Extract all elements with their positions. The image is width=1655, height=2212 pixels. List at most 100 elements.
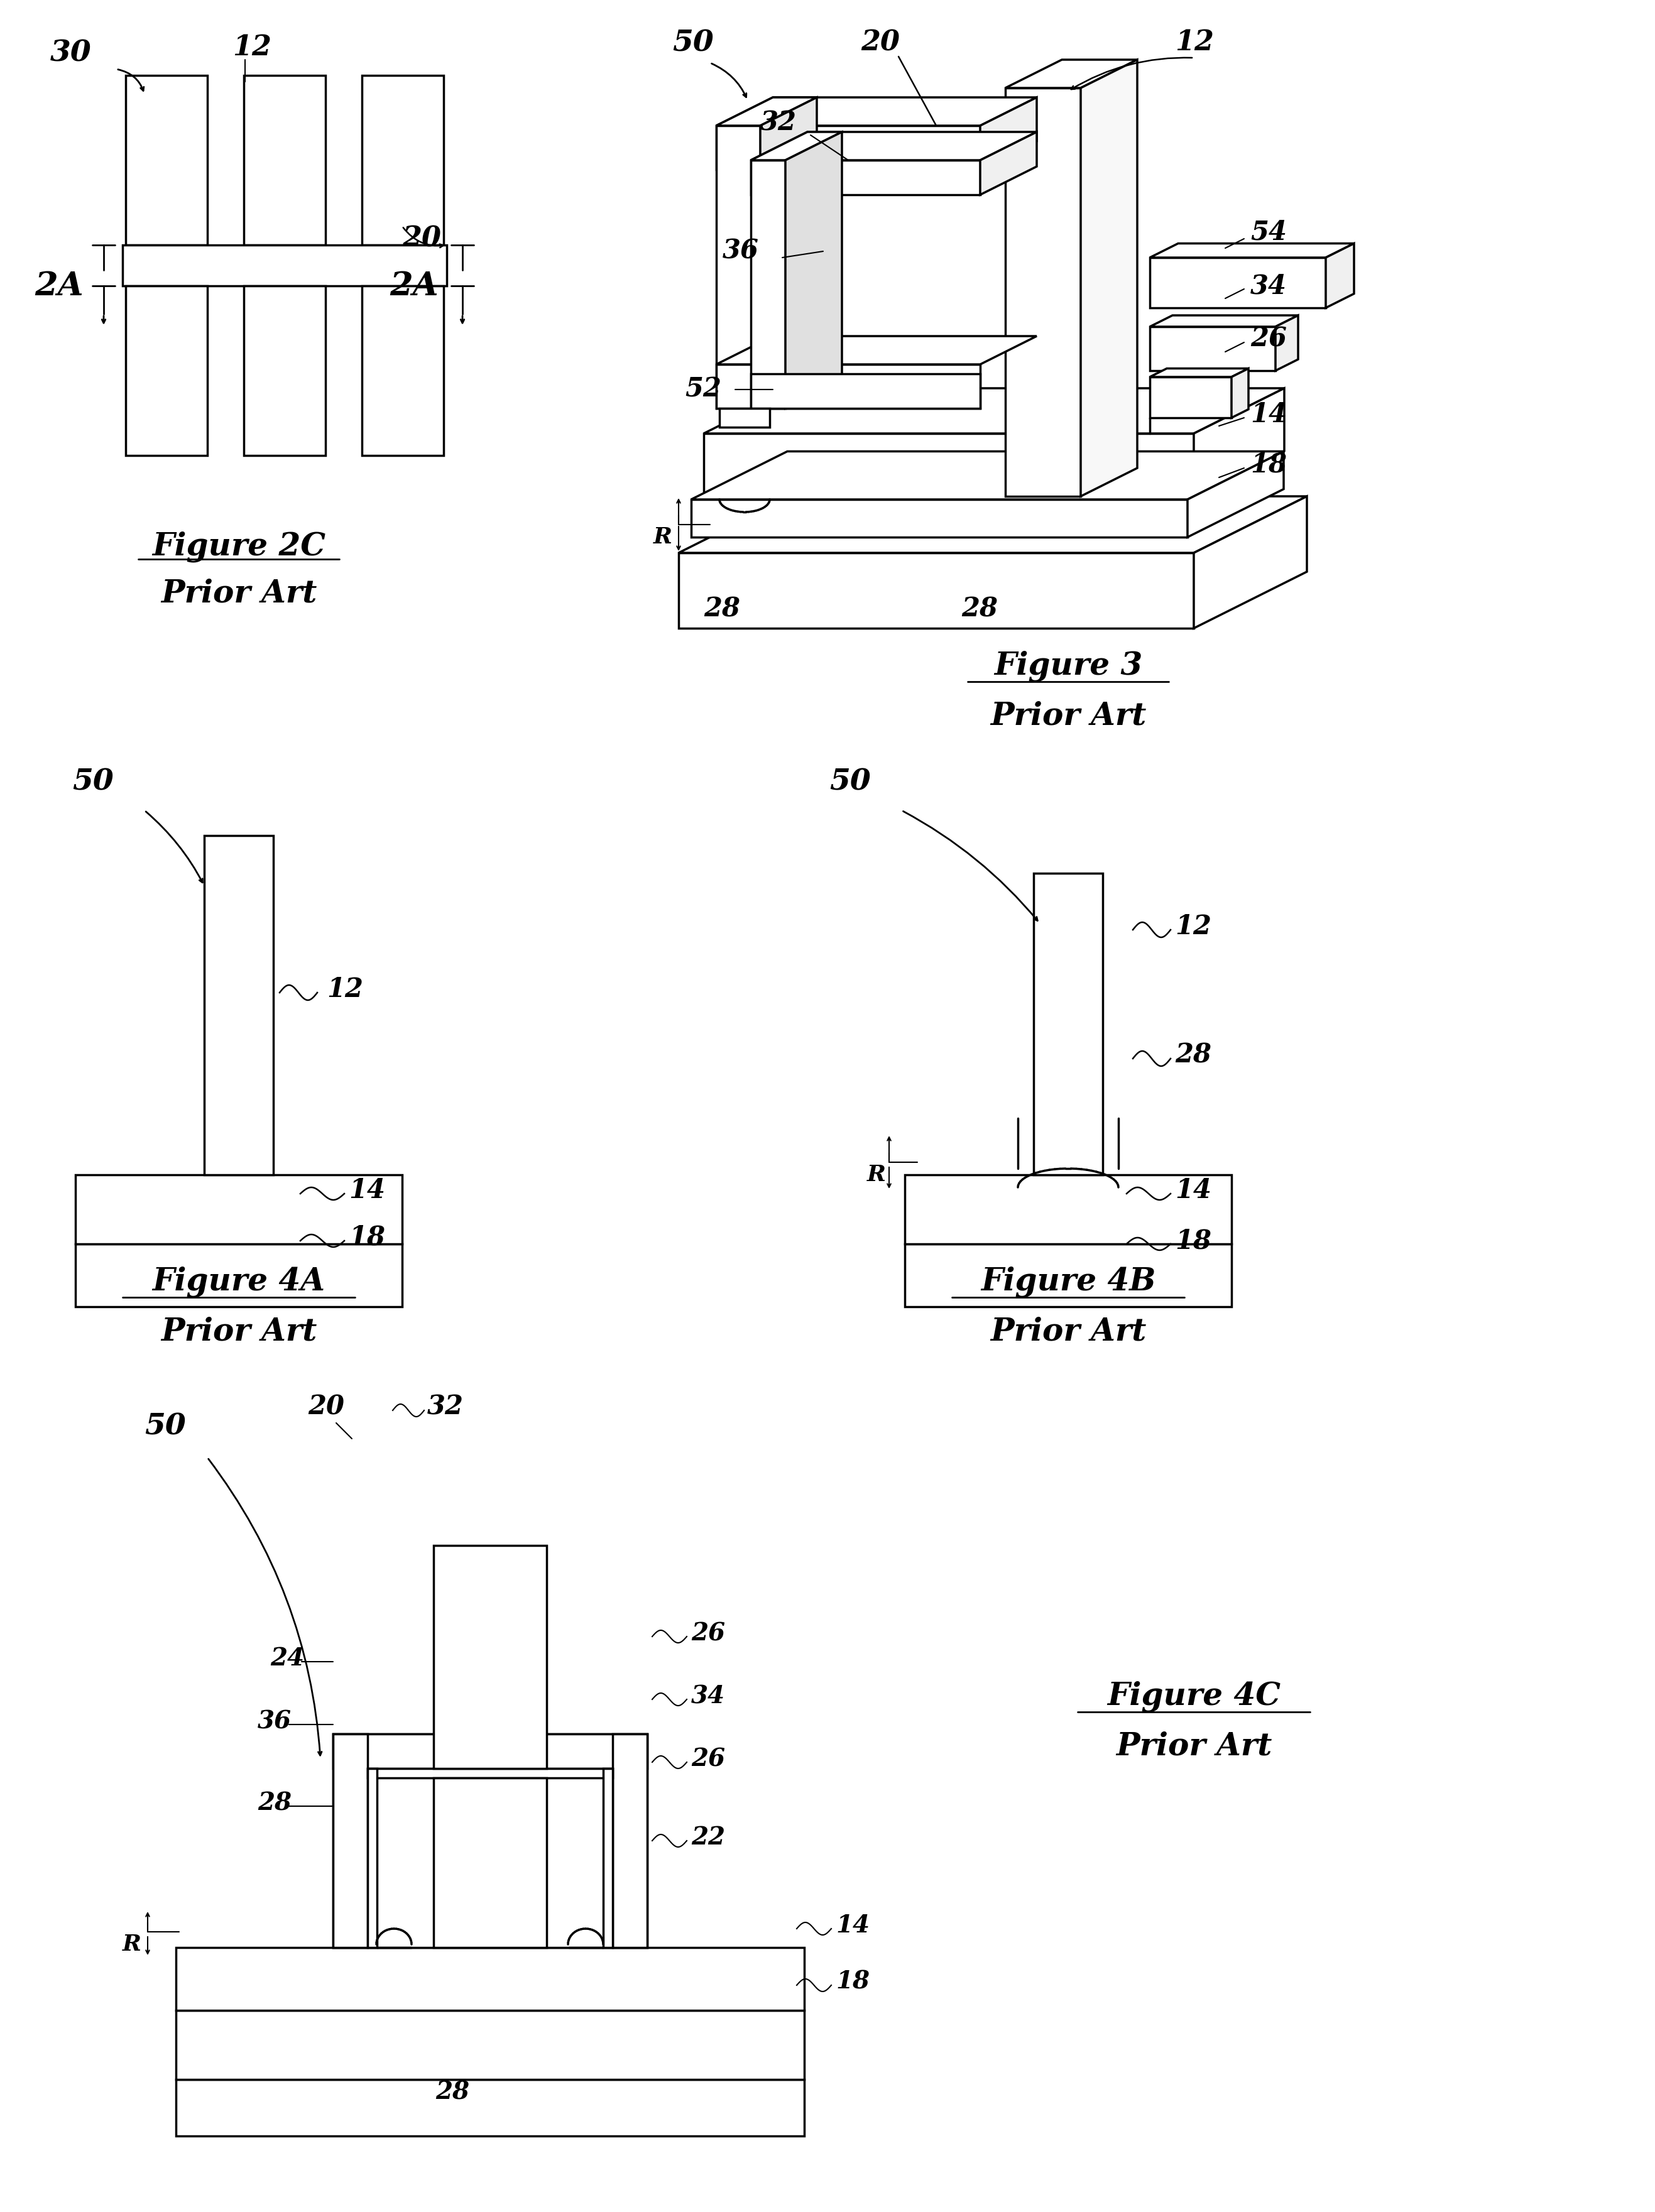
Bar	[243, 75, 326, 246]
Polygon shape	[1193, 389, 1284, 495]
Polygon shape	[1188, 451, 1284, 538]
Text: 26: 26	[692, 1747, 725, 1772]
Text: 36: 36	[723, 239, 760, 265]
Bar	[751, 159, 786, 409]
Bar	[204, 836, 273, 1175]
Bar	[76, 1175, 402, 1243]
Text: 18: 18	[836, 1971, 869, 1993]
Text: 28: 28	[435, 2079, 470, 2104]
Text: 12: 12	[1175, 914, 1211, 940]
Text: 50: 50	[144, 1411, 185, 1440]
Text: 30: 30	[50, 40, 91, 69]
Text: 12: 12	[232, 33, 271, 60]
Text: 34: 34	[1251, 272, 1288, 299]
Text: 26: 26	[692, 1621, 725, 1646]
Bar	[434, 1778, 546, 1947]
Polygon shape	[717, 336, 1036, 365]
Bar	[175, 1947, 804, 2011]
Text: 20: 20	[861, 29, 900, 55]
Text: 14: 14	[1251, 400, 1288, 427]
Bar	[126, 285, 207, 456]
Bar	[362, 75, 444, 246]
Polygon shape	[1193, 495, 1307, 628]
Text: Figure 2C: Figure 2C	[152, 531, 326, 562]
Text: 50: 50	[829, 768, 871, 796]
Bar	[434, 1546, 546, 1767]
Bar	[751, 159, 980, 195]
Text: 32: 32	[760, 108, 796, 135]
Bar	[333, 1734, 647, 1767]
Text: Figure 4A: Figure 4A	[152, 1265, 324, 1296]
Bar	[703, 434, 1193, 495]
Bar	[602, 1767, 612, 1947]
Bar	[717, 126, 760, 409]
Bar	[367, 1767, 612, 1778]
Polygon shape	[786, 133, 842, 409]
Text: 24: 24	[270, 1646, 305, 1670]
Bar	[1150, 376, 1231, 418]
Text: 54: 54	[1251, 219, 1288, 246]
Bar	[1150, 327, 1276, 372]
Polygon shape	[692, 451, 1284, 500]
Polygon shape	[679, 495, 1307, 553]
Text: 26: 26	[1251, 325, 1288, 352]
Bar	[751, 374, 980, 409]
Text: R: R	[122, 1933, 141, 1955]
Polygon shape	[980, 133, 1036, 195]
Bar	[362, 285, 444, 456]
Polygon shape	[751, 133, 1036, 159]
Text: Prior Art: Prior Art	[990, 701, 1147, 732]
Text: 14: 14	[1175, 1177, 1211, 1203]
Polygon shape	[1005, 60, 1137, 88]
Text: 34: 34	[692, 1683, 725, 1708]
Text: R: R	[867, 1164, 885, 1186]
Polygon shape	[760, 97, 818, 409]
Bar	[612, 1734, 647, 1947]
Text: 18: 18	[349, 1225, 386, 1250]
Bar	[122, 246, 447, 285]
Bar	[1150, 257, 1326, 307]
Text: 28: 28	[962, 597, 998, 622]
Text: Prior Art: Prior Art	[161, 1316, 316, 1347]
Text: 36: 36	[258, 1710, 291, 1734]
Bar	[175, 2079, 804, 2137]
Text: 28: 28	[258, 1792, 291, 1816]
Bar	[333, 1734, 367, 1947]
Text: 12: 12	[1175, 29, 1213, 55]
Polygon shape	[717, 97, 818, 126]
Text: 2A: 2A	[35, 270, 83, 301]
Text: Figure 4B: Figure 4B	[981, 1265, 1155, 1296]
Text: 20: 20	[308, 1394, 344, 1420]
Bar	[175, 2011, 804, 2079]
Polygon shape	[751, 133, 842, 159]
Bar	[905, 1175, 1231, 1243]
Text: Prior Art: Prior Art	[1115, 1732, 1271, 1763]
Bar	[333, 1734, 647, 1947]
Polygon shape	[1150, 369, 1248, 376]
Polygon shape	[1326, 243, 1354, 307]
Text: 18: 18	[1251, 451, 1288, 478]
Polygon shape	[980, 97, 1036, 170]
Text: 50: 50	[672, 29, 713, 58]
Text: Figure 3: Figure 3	[995, 650, 1142, 681]
Polygon shape	[1276, 316, 1298, 372]
Text: 2A: 2A	[389, 270, 439, 301]
Polygon shape	[1150, 316, 1298, 327]
Bar	[367, 1767, 377, 1947]
Polygon shape	[703, 389, 1284, 434]
Text: 52: 52	[685, 376, 722, 403]
Bar	[720, 409, 770, 427]
Polygon shape	[717, 97, 1036, 126]
Text: Figure 4C: Figure 4C	[1107, 1681, 1281, 1712]
Text: 32: 32	[427, 1394, 463, 1420]
Bar	[126, 75, 207, 246]
Text: 50: 50	[73, 768, 114, 796]
Text: Prior Art: Prior Art	[161, 577, 316, 608]
Polygon shape	[1081, 60, 1137, 495]
Text: R: R	[654, 526, 672, 549]
Text: 12: 12	[326, 975, 362, 1002]
Bar	[905, 1243, 1231, 1307]
Text: 28: 28	[1175, 1042, 1211, 1068]
Polygon shape	[1150, 243, 1354, 257]
Text: 18: 18	[1175, 1228, 1211, 1254]
